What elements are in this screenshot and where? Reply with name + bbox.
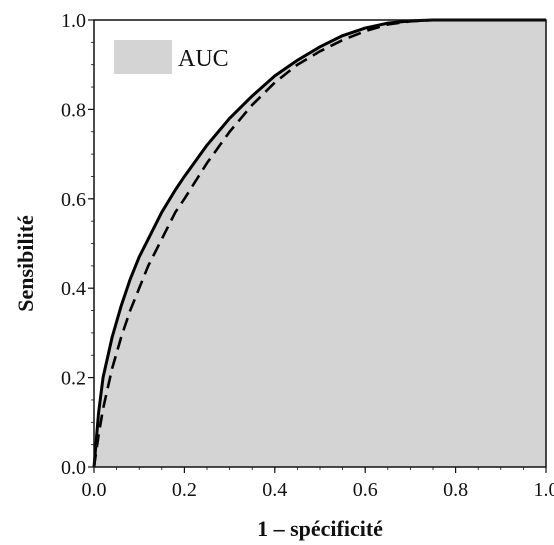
area-layer [94, 20, 546, 467]
x-axis-label: 1 – spécificité [257, 516, 383, 541]
auc-area [94, 20, 546, 467]
axes-layer: 0.0 0.2 0.4 0.6 0.8 1.0 0.0 0.2 0.4 0.6 0.8 1.0 [61, 10, 554, 501]
y-tick-label: 1.0 [61, 10, 86, 32]
legend-label: AUC [178, 46, 229, 72]
curve-layer [92, 18, 546, 468]
legend-swatch [114, 40, 172, 74]
x-tick-label: 0.2 [172, 479, 197, 501]
y-tick-label: 0.2 [61, 368, 86, 390]
y-tick-label: 0.4 [61, 278, 86, 300]
y-tick-label: 0.8 [61, 99, 86, 121]
x-tick-label: 0.8 [443, 479, 468, 501]
roc-curve-dashed [92, 18, 546, 468]
y-tick-label: 0.6 [61, 189, 86, 211]
x-tick-label: 0.0 [82, 479, 107, 501]
legend: AUC [114, 40, 229, 74]
x-tick-label: 1.0 [534, 479, 554, 501]
x-tick-label: 0.4 [262, 479, 287, 501]
y-axis-label: Sensibilité [13, 215, 38, 312]
y-tick-label: 0.0 [61, 457, 86, 479]
x-tick-label: 0.6 [353, 479, 378, 501]
